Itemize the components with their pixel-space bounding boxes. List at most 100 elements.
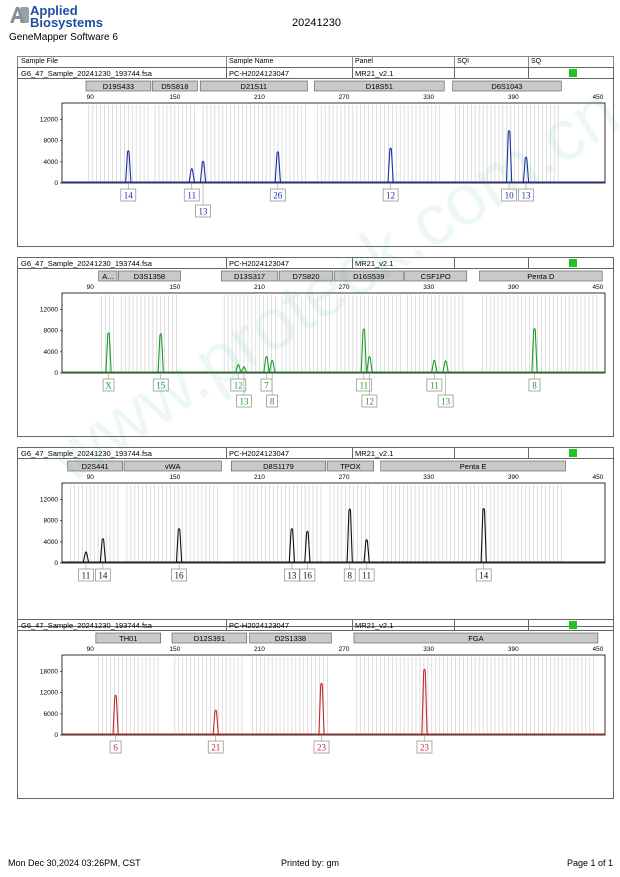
allele-call: 8 [266, 373, 278, 408]
plot-frame [61, 292, 606, 374]
allele-call: 26 [269, 183, 286, 202]
peak [112, 694, 119, 735]
electropherogram-3: D2S441 vWA D8S1179 TPOX Penta E 90 150 210 270 33… [40, 460, 606, 582]
peak [360, 328, 367, 373]
allele-label: 16 [303, 571, 313, 581]
peak [263, 356, 270, 373]
locus-box [404, 270, 468, 282]
sample-file: G6_47_Sample_20241230_193744.fsa [21, 621, 152, 630]
page-number: Page 1 of 1 [567, 858, 614, 868]
allele-call: 12 [382, 183, 399, 202]
allele-box [355, 378, 372, 392]
locus-box [123, 460, 222, 472]
sample-file: G6_47_Sample_20241230_193744.fsa [21, 259, 152, 268]
allele-label: 14 [124, 191, 134, 201]
allele-box [284, 568, 300, 582]
brand-name: Applied Biosystems [30, 4, 103, 29]
panel-name: MR21_v2.1 [355, 259, 394, 268]
allele-label: 23 [420, 743, 430, 753]
allele-call: 6 [109, 735, 122, 754]
locus-box [221, 270, 279, 282]
sample-info-row: G6_47_Sample_20241230_193744.fsa PC-H202… [18, 68, 613, 79]
y-tick-label: 6000 [44, 711, 59, 718]
panel-name: MR21_v2.1 [355, 69, 394, 78]
locus-label: CSF1PO [421, 272, 451, 281]
x-tick-label: 210 [254, 646, 265, 653]
sample-name: PC-H2024123047 [229, 621, 290, 630]
y-tick-label: 12000 [40, 690, 58, 697]
printed-by: Printed by: gm [281, 858, 340, 868]
allele-label: 13 [522, 191, 532, 201]
allele-label: 11 [359, 381, 368, 391]
locus-box [479, 270, 603, 282]
locus-label: D18S51 [366, 82, 393, 91]
allele-call: 8 [343, 563, 356, 582]
x-tick-label: 90 [87, 94, 95, 101]
allele-box [382, 188, 399, 202]
locus-pentad: Penta D [479, 270, 603, 282]
plot-frame [61, 482, 606, 564]
allele-label: 15 [156, 381, 166, 391]
peak [82, 551, 90, 563]
y-tick-label: 8000 [44, 328, 59, 335]
x-tick-label: 210 [254, 284, 265, 291]
allele-box [120, 188, 137, 202]
locus-a: A... [98, 270, 118, 282]
y-tick-label: 12000 [40, 497, 58, 504]
report-title: 20241230 [292, 17, 341, 29]
locus-th01: TH01 [95, 632, 162, 644]
locus-box [98, 270, 118, 282]
dye-panel-4: G6_47_Sample_20241230_193744.fsa PC-H202… [17, 619, 614, 799]
quality-indicator [569, 69, 577, 77]
locus-label: D3S1358 [134, 272, 165, 281]
allele-box [207, 740, 224, 754]
allele-label: 6 [113, 743, 118, 753]
col-sample-file: Sample File [21, 58, 58, 65]
allele-box [109, 740, 122, 754]
peak [212, 709, 219, 735]
peak [125, 150, 132, 183]
print-date: Mon Dec 30,2024 03:26PM, CST [8, 858, 141, 868]
y-tick-label: 4000 [44, 159, 59, 166]
allele-label: 12 [234, 381, 243, 391]
allele-label: 8 [270, 397, 275, 407]
allele-label: 10 [505, 191, 515, 201]
y-tick-label: 8000 [44, 518, 59, 525]
allele-box [426, 378, 443, 392]
locus-label: D13S317 [234, 272, 265, 281]
peak [522, 156, 530, 183]
y-tick-label: 0 [54, 560, 58, 567]
locus-label: D16S539 [353, 272, 384, 281]
allele-label: 13 [199, 207, 209, 217]
allele-box [171, 568, 187, 582]
peak [274, 151, 281, 183]
locus-box [452, 80, 562, 92]
peak [318, 682, 325, 735]
allele-call: 11 [183, 183, 200, 202]
locus-label: D7S820 [292, 272, 319, 281]
bin-lines [98, 657, 595, 735]
locus-d2s1338: D2S1338 [249, 632, 332, 644]
allele-call: 11 [78, 563, 94, 582]
allele-label: 14 [98, 571, 108, 581]
allele-box [236, 394, 252, 408]
x-tick-label: 210 [254, 94, 265, 101]
peak [235, 363, 242, 373]
peak [240, 366, 248, 373]
locus-label: vWA [165, 462, 181, 471]
locus-d19s433: D19S433 [85, 80, 152, 92]
allele-label: 13 [287, 571, 297, 581]
sample-file: G6_47_Sample_20241230_193744.fsa [21, 69, 152, 78]
allele-label: 21 [211, 743, 220, 753]
locus-box [171, 632, 248, 644]
x-tick-label: 270 [339, 284, 350, 291]
allele-label: 16 [175, 571, 185, 581]
x-tick-label: 150 [169, 94, 180, 101]
allele-call: 23 [416, 735, 433, 754]
allele-call: 13 [518, 183, 534, 202]
allele-call: 16 [299, 563, 316, 582]
locus-d7s820: D7S820 [278, 270, 334, 282]
electropherogram-2: A... D3S1358 D13S317 D7S820 D16S539 CSF1PO Pen… [40, 270, 606, 408]
allele-label: 11 [362, 571, 371, 581]
allele-call: 7 [260, 373, 273, 392]
